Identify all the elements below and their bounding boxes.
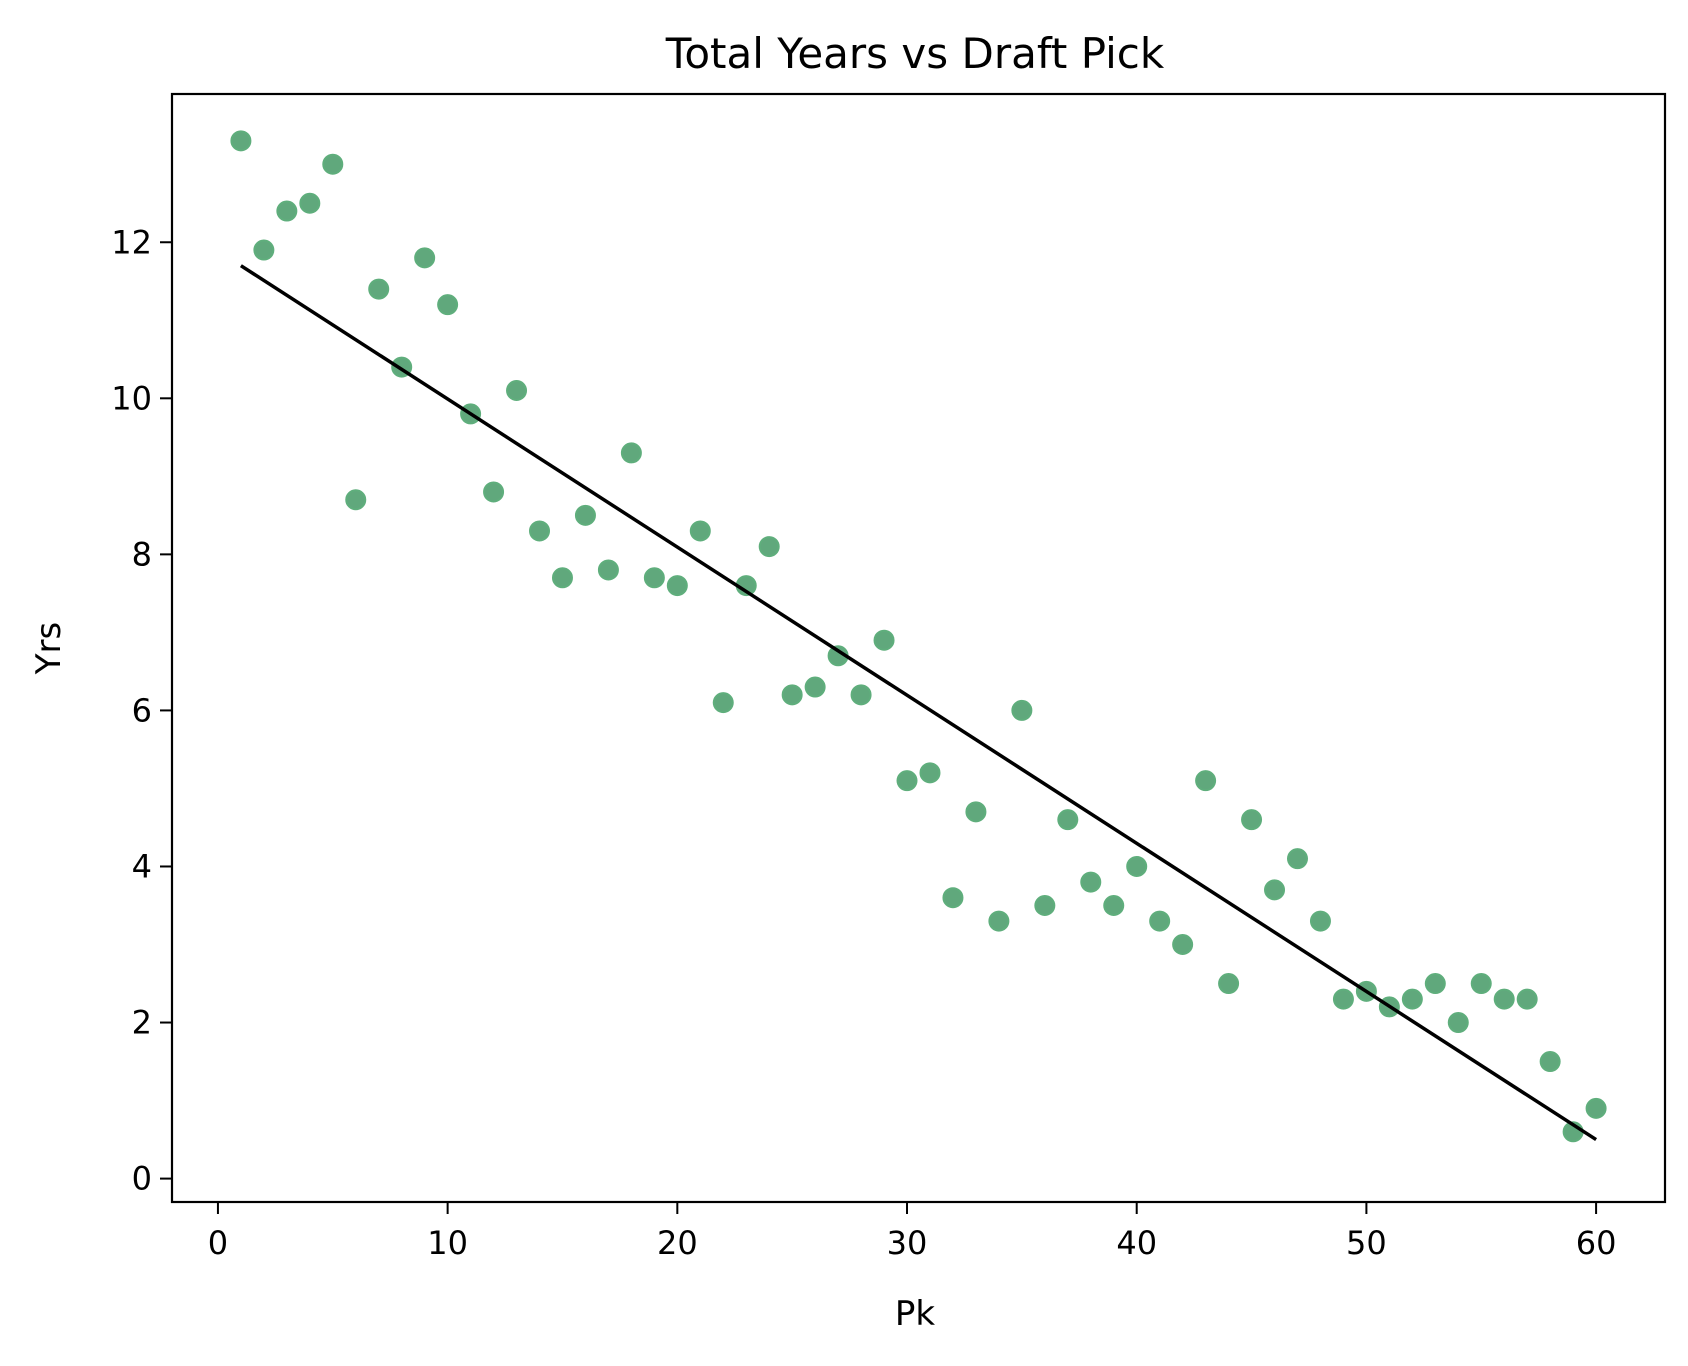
axis-ticks: 0 10 20 30 40 50 60 0 2 4 6 8 10 12 — [111, 223, 1616, 1262]
y-tick-label: 6 — [132, 691, 152, 729]
data-point — [1493, 988, 1515, 1010]
y-tick-label: 8 — [132, 535, 152, 573]
data-point — [437, 294, 459, 316]
data-point — [1286, 848, 1308, 870]
data-point — [414, 247, 436, 269]
data-point — [574, 504, 596, 526]
x-tick-label: 0 — [208, 1224, 228, 1262]
data-point — [1585, 1097, 1607, 1119]
plot-frame — [170, 92, 1667, 1204]
y-axis-label: Yrs — [29, 622, 69, 675]
trend-line — [239, 264, 1598, 1142]
y-tick-label: 0 — [132, 1160, 152, 1198]
data-point — [230, 130, 252, 152]
data-point — [850, 684, 872, 706]
data-point — [1309, 910, 1331, 932]
x-tick-label: 10 — [427, 1224, 468, 1262]
data-point — [1424, 973, 1446, 995]
data-point — [1470, 973, 1492, 995]
data-point — [620, 442, 642, 464]
data-point — [988, 910, 1010, 932]
x-tick-label: 30 — [887, 1224, 928, 1262]
data-point — [1195, 770, 1217, 792]
data-point — [1516, 988, 1538, 1010]
x-axis-label: Pk — [895, 1294, 936, 1334]
y-tick-label: 10 — [111, 379, 152, 417]
data-point — [1103, 894, 1125, 916]
data-point — [276, 200, 298, 222]
data-point — [942, 887, 964, 909]
data-point — [253, 239, 275, 261]
x-tick-label: 20 — [657, 1224, 698, 1262]
data-point — [1447, 1012, 1469, 1034]
data-point — [1011, 699, 1033, 721]
data-point — [1218, 973, 1240, 995]
data-point — [1149, 910, 1171, 932]
data-point — [322, 153, 344, 175]
data-point — [506, 380, 528, 402]
data-point — [368, 278, 390, 300]
data-point — [804, 676, 826, 698]
data-point — [1080, 871, 1102, 893]
x-tick-label: 50 — [1346, 1224, 1387, 1262]
data-point — [299, 192, 321, 214]
data-point — [483, 481, 505, 503]
data-point — [1539, 1051, 1561, 1073]
data-point — [1126, 855, 1148, 877]
plot-area — [230, 130, 1607, 1143]
data-point — [1172, 934, 1194, 956]
data-point — [919, 762, 941, 784]
data-point — [529, 520, 551, 542]
data-point — [712, 692, 734, 714]
x-tick-label: 40 — [1116, 1224, 1157, 1262]
data-point — [1034, 894, 1056, 916]
y-tick-label: 4 — [132, 847, 152, 885]
data-point — [643, 567, 665, 589]
data-point — [965, 801, 987, 823]
data-point — [1332, 988, 1354, 1010]
y-tick-label: 2 — [132, 1004, 152, 1042]
y-tick-label: 12 — [111, 223, 152, 261]
data-point — [1241, 809, 1263, 831]
data-point — [1264, 879, 1286, 901]
data-point — [345, 489, 367, 511]
data-point — [1401, 988, 1423, 1010]
data-point — [1057, 809, 1079, 831]
chart-title: Total Years vs Draft Pick — [665, 29, 1165, 78]
x-tick-label: 60 — [1576, 1224, 1617, 1262]
data-point — [666, 575, 688, 597]
data-point — [689, 520, 711, 542]
data-point — [551, 567, 573, 589]
data-point — [781, 684, 803, 706]
data-point — [896, 770, 918, 792]
data-point — [758, 536, 780, 558]
data-point — [597, 559, 619, 581]
data-point — [873, 629, 895, 651]
